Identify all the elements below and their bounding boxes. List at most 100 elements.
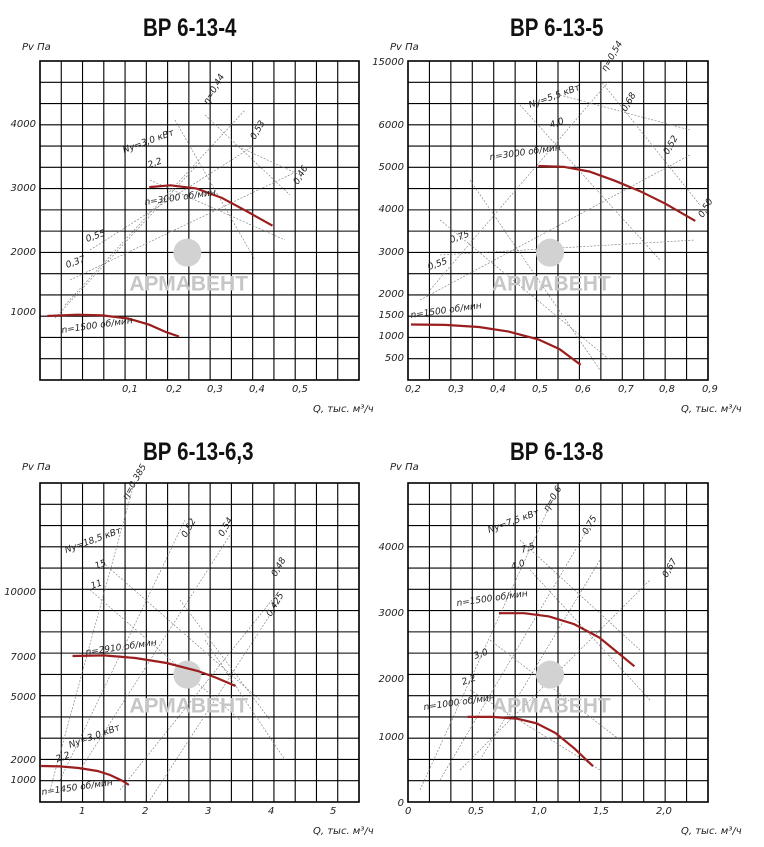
plot-frame	[407, 60, 709, 381]
power-label: Nу=3,0 кВт	[68, 723, 123, 751]
x-axis-label: Q, тыс. м³/ч	[681, 826, 742, 837]
guide-line	[89, 589, 241, 721]
guide-line	[79, 534, 231, 771]
power-label: 4,0	[510, 558, 527, 572]
efficiency-label: η=0,54	[600, 39, 625, 73]
series-label: n=1500 об/мин	[456, 589, 528, 609]
power-label: Nу=5,5 кВт	[528, 83, 583, 111]
chart-panel-1: АРМАВЕНТ Pv Па Q, тыс. м³/ч 0,1 0,2 0,3 0,4 0,5…	[11, 42, 374, 415]
x-tick-label: 1	[79, 806, 85, 817]
efficiency-label: 0,54	[217, 516, 236, 539]
guide-line	[529, 569, 651, 701]
y-tick-label: 2000	[379, 674, 404, 685]
guide-line	[204, 114, 291, 196]
y-tick-label: 4000	[379, 542, 404, 553]
chart-panel-4: АРМАВЕНТ Pv Па Q, тыс. м³/ч 0 0,5 1,0 1,5 2,0 0 1…	[379, 462, 742, 837]
x-tick-label: 1,5	[593, 806, 609, 817]
guide-line	[49, 479, 136, 791]
x-axis-label: Q, тыс. м³/ч	[313, 404, 374, 415]
series-label: n=1500 об/мин	[410, 301, 482, 321]
logo-mark-icon	[536, 238, 564, 267]
x-tick-label: 4	[268, 806, 274, 817]
guide-line	[89, 144, 256, 251]
power-label: 2,2	[147, 156, 164, 170]
guide-line	[429, 79, 611, 291]
x-tick-label: 0	[405, 806, 411, 817]
y-tick-label: 0	[398, 798, 404, 809]
x-tick-label: 0,2	[405, 384, 421, 395]
efficiency-label: 0,53	[249, 119, 268, 142]
chart-panel-3: АРМАВЕНТ Pv Па Q, тыс. м³/ч 1 2 3 4 5 1000 2000 50…	[4, 462, 374, 837]
y-axis-label: Pv Па	[390, 462, 419, 473]
x-tick-label: 3	[205, 806, 211, 817]
grid	[39, 482, 360, 803]
x-tick-label: 0,2	[166, 384, 182, 395]
series-curve	[410, 323, 582, 366]
series-curve	[538, 164, 696, 222]
series-curve	[47, 313, 180, 338]
power-label: Nу=7,5 кВт	[487, 508, 542, 536]
watermark-text: АРМАВЕНТ	[492, 695, 611, 718]
efficiency-label: 0,50	[697, 197, 716, 220]
guide-line	[179, 599, 271, 721]
x-tick-label: 1,0	[531, 806, 547, 817]
watermark-text: АРМАВЕНТ	[129, 273, 248, 296]
x-tick-label: 0,6	[575, 384, 591, 395]
y-tick-label: 1000	[11, 307, 36, 318]
efficiency-label: 0,48	[270, 556, 289, 579]
y-axis-label: Pv Па	[22, 42, 51, 53]
guide-line	[99, 559, 261, 701]
guide-line	[559, 94, 691, 131]
efficiency-label: η=0,6	[542, 484, 565, 513]
power-label: 7,5	[520, 541, 537, 555]
x-tick-label: 0,3	[207, 384, 223, 395]
power-label: 3,0	[473, 647, 490, 661]
x-tick-label: 0,5	[468, 806, 484, 817]
logo-mark-icon	[173, 660, 202, 689]
power-label: Nу=18,5 кВт	[64, 526, 124, 556]
y-tick-label: 10000	[4, 587, 36, 598]
power-label: 0,55	[427, 256, 450, 272]
y-tick-label: 1500	[379, 310, 404, 321]
chart-title-1: ВР 6-13-4	[143, 14, 237, 42]
guide-line	[439, 239, 696, 256]
plot-frame	[39, 482, 360, 803]
guide-line	[149, 614, 271, 801]
guide-line	[599, 79, 701, 206]
x-tick-label: 0,3	[448, 384, 464, 395]
x-tick-label: 0,5	[292, 384, 308, 395]
x-tick-label: 0,1	[122, 384, 138, 395]
x-tick-label: 0,8	[659, 384, 675, 395]
x-tick-label: 2	[142, 806, 148, 817]
y-tick-label: 15000	[372, 57, 404, 68]
guide-line	[519, 539, 641, 651]
plot-frame	[407, 482, 709, 803]
power-label: 2,2	[461, 673, 478, 687]
x-tick-label: 0,4	[249, 384, 265, 395]
plot-frame	[39, 60, 360, 381]
x-tick-label: 0,4	[490, 384, 506, 395]
x-tick-label: 5	[330, 806, 336, 817]
y-tick-label: 1000	[11, 775, 36, 786]
y-tick-label: 4000	[11, 119, 36, 130]
guide-line	[439, 524, 591, 781]
chart-panel-2: АРМАВЕНТ Pv Па Q, тыс. м³/ч 0,2 0,3 0,4 0,5 0,6…	[372, 39, 742, 415]
guide-line	[69, 169, 301, 281]
x-tick-label: 0,5	[532, 384, 548, 395]
series-curve	[467, 715, 594, 767]
guide-line	[234, 144, 301, 176]
x-axis-label: Q, тыс. м³/ч	[681, 404, 742, 415]
efficiency-label: η=0,385	[121, 462, 149, 501]
y-tick-label: 1000	[379, 732, 404, 743]
y-tick-label: 3000	[11, 183, 36, 194]
x-tick-label: 2,0	[656, 806, 672, 817]
y-tick-label: 2000	[379, 289, 404, 300]
chart-title-2: ВР 6-13-5	[510, 14, 604, 42]
guide-line	[479, 559, 601, 761]
series-curve	[41, 764, 130, 786]
guide-line	[439, 219, 611, 361]
power-label: 4,0	[549, 116, 566, 130]
x-tick-label: 0,9	[702, 384, 718, 395]
y-tick-label: 6000	[379, 120, 404, 131]
